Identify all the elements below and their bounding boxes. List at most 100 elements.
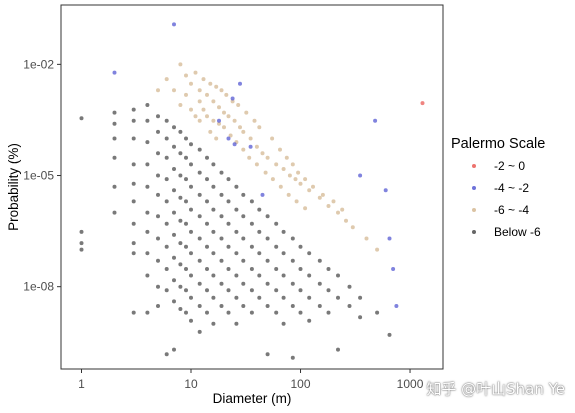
data-point <box>178 241 183 246</box>
data-point <box>226 177 231 182</box>
data-point <box>219 88 224 93</box>
data-point <box>211 162 216 167</box>
data-point <box>211 118 216 123</box>
data-point <box>241 192 246 197</box>
data-point <box>156 304 160 308</box>
data-point <box>241 258 246 263</box>
data-point <box>248 136 253 141</box>
data-point <box>184 136 188 141</box>
data-point <box>197 99 202 104</box>
data-point <box>326 267 331 271</box>
data-point <box>197 170 202 175</box>
data-point <box>156 151 160 156</box>
data-point <box>112 210 117 215</box>
data-point <box>131 221 136 226</box>
data-point <box>172 232 176 237</box>
data-point <box>205 177 209 182</box>
data-point <box>241 214 246 219</box>
data-point <box>265 304 270 308</box>
data-point <box>260 151 265 156</box>
data-point <box>226 199 231 204</box>
data-point <box>303 206 308 211</box>
data-point <box>358 295 363 300</box>
data-point <box>205 267 209 271</box>
data-point <box>214 136 219 141</box>
data-point <box>336 210 340 215</box>
data-point <box>184 73 188 78</box>
data-point <box>197 118 202 123</box>
data-point <box>230 96 235 101</box>
data-point <box>247 155 252 160</box>
data-point <box>145 118 150 123</box>
data-point <box>298 288 303 293</box>
data-point <box>211 207 216 212</box>
data-point <box>145 229 150 234</box>
data-point <box>228 133 233 138</box>
data-point <box>307 251 312 256</box>
data-point <box>193 70 198 75</box>
data-point <box>265 281 270 286</box>
data-point <box>219 236 224 241</box>
data-point <box>145 273 150 278</box>
data-point <box>178 129 183 134</box>
data-point <box>211 99 216 104</box>
x-tick-label: 100 <box>291 377 311 391</box>
data-point <box>387 332 392 337</box>
data-point <box>184 155 188 160</box>
data-point <box>234 229 239 234</box>
y-tick-label: 1e-08 <box>23 280 54 294</box>
data-point <box>178 307 183 311</box>
data-point <box>156 214 160 219</box>
legend-label: -4 ~ -2 <box>494 181 529 195</box>
data-point <box>205 244 209 249</box>
data-point <box>307 188 312 193</box>
data-point <box>156 88 160 93</box>
legend-label: Below -6 <box>494 225 541 239</box>
data-point <box>241 236 246 241</box>
data-point <box>193 114 198 119</box>
data-point <box>145 310 150 315</box>
data-point <box>211 229 216 234</box>
data-point <box>241 281 246 286</box>
data-point <box>184 92 188 97</box>
data-point <box>394 304 399 308</box>
x-tick-label: 10 <box>184 377 198 391</box>
legend-swatch <box>472 164 476 168</box>
data-point <box>281 321 286 326</box>
data-point <box>284 155 289 160</box>
data-point <box>270 177 275 182</box>
data-point <box>131 118 136 123</box>
data-point <box>219 192 224 197</box>
plot-background <box>60 4 444 370</box>
data-point <box>260 192 265 197</box>
data-point <box>131 107 136 112</box>
data-point <box>241 147 246 152</box>
data-point <box>238 125 242 130</box>
data-point <box>189 81 193 86</box>
data-point <box>211 184 216 189</box>
data-point <box>234 251 239 256</box>
data-point <box>226 310 231 315</box>
data-point <box>205 199 209 204</box>
x-axis-title: Diameter (m) <box>213 391 292 406</box>
data-point <box>156 236 160 241</box>
data-point <box>274 288 279 293</box>
data-point <box>222 110 226 115</box>
data-point <box>197 304 202 308</box>
data-point <box>307 318 312 323</box>
data-point <box>298 181 303 186</box>
series-below-6 <box>79 103 392 360</box>
data-point <box>208 81 213 86</box>
data-point <box>156 258 160 263</box>
data-point <box>234 184 239 189</box>
data-point <box>217 121 221 126</box>
data-point <box>320 192 325 197</box>
data-point <box>290 355 295 360</box>
data-point <box>217 118 221 123</box>
legend-item: -6 ~ -4 <box>472 203 529 217</box>
data-point <box>79 116 84 121</box>
data-point <box>317 304 322 308</box>
data-point <box>205 155 209 160</box>
data-point <box>189 229 193 234</box>
data-point <box>178 284 183 289</box>
